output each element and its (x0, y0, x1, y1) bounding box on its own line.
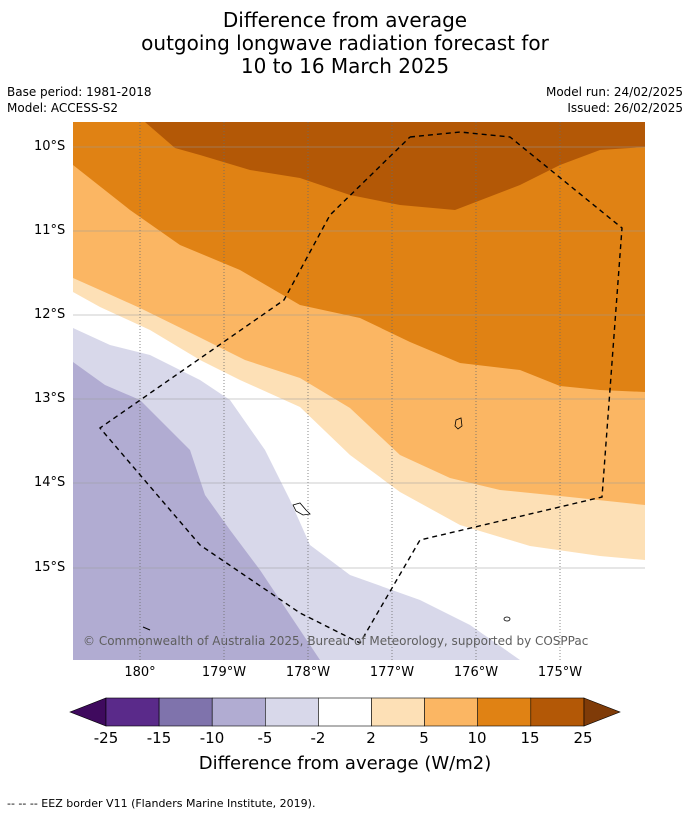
lat-label: 15°S (34, 560, 65, 575)
colorbar-tick-label: -2 (311, 729, 326, 747)
island-outline (504, 617, 510, 621)
map-figure: © Commonwealth of Australia 2025, Bureau… (0, 0, 690, 816)
lon-label: 179°W (202, 665, 246, 680)
copyright-notice: © Commonwealth of Australia 2025, Bureau… (83, 634, 588, 648)
lon-label: 177°W (370, 665, 414, 680)
lat-label: 13°S (34, 391, 65, 406)
colorbar-tick-label: 5 (419, 729, 429, 747)
colorbar-segment (318, 698, 371, 726)
colorbar-segment (372, 698, 425, 726)
colorbar-tick-label: -10 (200, 729, 225, 747)
colorbar-segment (425, 698, 478, 726)
colorbar-over-arrow (584, 698, 620, 726)
colorbar-label: Difference from average (W/m2) (0, 753, 690, 774)
colorbar-segment (265, 698, 318, 726)
colorbar-segment (531, 698, 584, 726)
colorbar-tick-label: 25 (573, 729, 592, 747)
colorbar-segment (159, 698, 212, 726)
colorbar-tick-label: -15 (147, 729, 172, 747)
colorbar-tick-label: 2 (366, 729, 376, 747)
colorbar-segment (212, 698, 265, 726)
eez-legend-note: -- -- -- EEZ border V11 (Flanders Marine… (7, 797, 315, 810)
lon-label: 178°W (286, 665, 330, 680)
colorbar-tick-label: 15 (520, 729, 539, 747)
lat-label: 14°S (34, 475, 65, 490)
lat-label: 12°S (34, 307, 65, 322)
lon-label: 176°W (454, 665, 498, 680)
colorbar-segment (478, 698, 531, 726)
colorbar (70, 698, 620, 726)
colorbar-segment (106, 698, 159, 726)
colorbar-tick-label: -25 (94, 729, 119, 747)
lat-label: 10°S (34, 139, 65, 154)
map-panel: © Commonwealth of Australia 2025, Bureau… (73, 122, 645, 660)
colorbar-tick-label: -5 (258, 729, 273, 747)
colorbar-under-arrow (70, 698, 106, 726)
lon-label: 180° (124, 665, 155, 680)
colorbar-tick-label: 10 (467, 729, 486, 747)
lat-label: 11°S (34, 223, 65, 238)
lon-label: 175°W (538, 665, 582, 680)
